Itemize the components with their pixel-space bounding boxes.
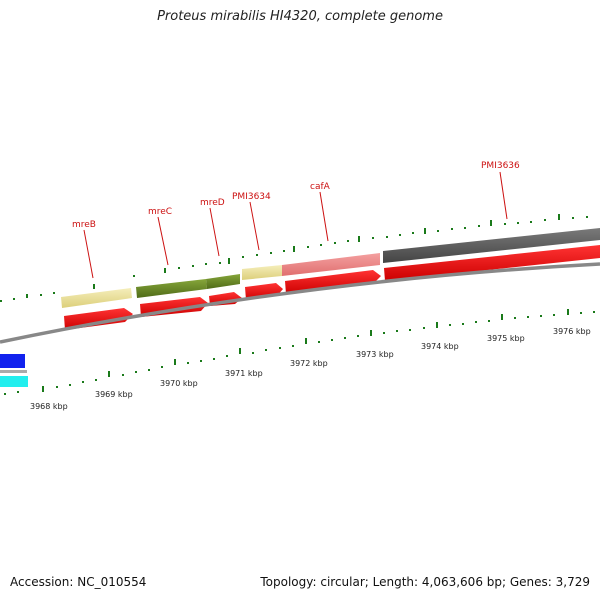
kbp-label-3976: 3976 kbp (553, 327, 591, 336)
outer-tick-ring (0, 214, 588, 302)
backbone-upper (0, 262, 600, 344)
kbp-label-3972: 3972 kbp (290, 359, 328, 368)
label-callouts (83, 171, 508, 279)
gene-cyan (0, 376, 28, 387)
kbp-label-3974: 3974 kbp (421, 342, 459, 351)
cds-cafA (285, 270, 381, 294)
inner-tick-ring (4, 309, 595, 395)
kbp-label-3975: 3975 kbp (487, 334, 525, 343)
gene-label-mreB: mreB (72, 220, 96, 230)
accession-text: Accession: NC_010554 (10, 575, 147, 589)
kbp-label-3971: 3971 kbp (225, 369, 263, 378)
gene-PMI3634-band (242, 265, 282, 280)
map-title: Proteus mirabilis HI4320, complete genom… (157, 9, 443, 24)
gene-mreD-band (206, 274, 240, 289)
gene-blue (0, 354, 25, 368)
gene-labels: mreB mreC mreD PMI3634 cafA PMI3636 (72, 161, 520, 230)
kbp-label-3970: 3970 kbp (160, 379, 198, 388)
gene-label-PMI3634: PMI3634 (232, 192, 271, 202)
gene-cafA-band (282, 253, 380, 276)
kbp-label-3969: 3969 kbp (95, 390, 133, 399)
gene-label-cafA: cafA (310, 182, 331, 192)
gene-PMI3636-band (383, 228, 600, 263)
inner-strand-genes (0, 354, 28, 387)
kbp-scale-labels: 3968 kbp 3969 kbp 3970 kbp 3971 kbp 3972… (30, 327, 591, 411)
gene-label-mreC: mreC (148, 207, 172, 217)
kbp-label-3968: 3968 kbp (30, 402, 68, 411)
gene-mreC-band (136, 279, 207, 298)
genome-summary-text: Topology: circular; Length: 4,063,606 bp… (260, 575, 590, 589)
cds-PMI3636 (384, 245, 600, 281)
gene-label-PMI3636: PMI3636 (481, 161, 520, 171)
kbp-label-3973: 3973 kbp (356, 350, 394, 359)
gene-mreB-band (61, 288, 132, 308)
outer-strand-genes (61, 228, 600, 308)
gene-label-mreD: mreD (200, 198, 225, 208)
